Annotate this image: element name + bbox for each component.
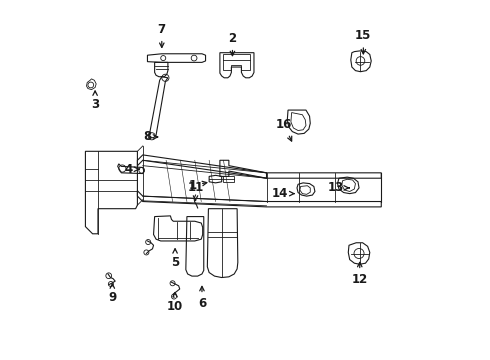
Text: 5: 5 xyxy=(171,249,179,269)
Text: 13: 13 xyxy=(327,181,349,194)
Text: 6: 6 xyxy=(198,286,206,310)
Text: 10: 10 xyxy=(167,292,183,313)
Text: 14: 14 xyxy=(272,187,294,200)
Text: 7: 7 xyxy=(158,23,166,48)
Text: 16: 16 xyxy=(275,118,292,141)
Text: 12: 12 xyxy=(352,262,368,286)
Text: 11: 11 xyxy=(187,181,204,201)
Text: 15: 15 xyxy=(355,29,371,54)
Text: 4: 4 xyxy=(124,163,139,176)
Text: 1: 1 xyxy=(189,179,207,192)
Text: 9: 9 xyxy=(108,284,117,304)
Text: 2: 2 xyxy=(228,32,237,56)
Text: 8: 8 xyxy=(144,130,158,144)
Text: 3: 3 xyxy=(91,91,99,111)
